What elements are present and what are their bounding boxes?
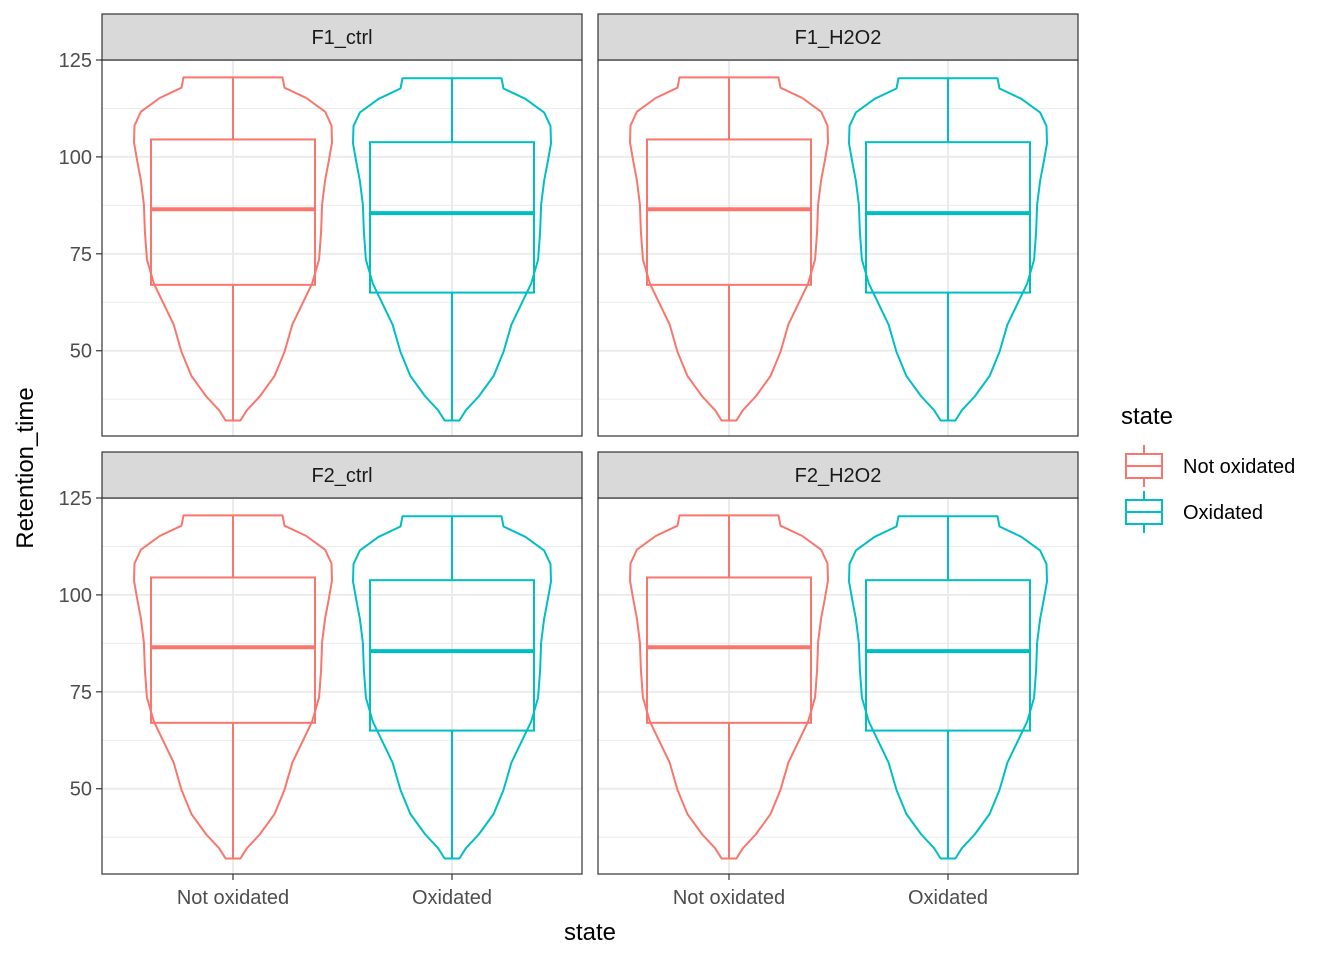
y-tick-label: 100 (59, 585, 92, 607)
box (150, 576, 316, 724)
legend-keys: Not oxidated Oxidated (1125, 445, 1295, 533)
violin-outline (848, 77, 1048, 422)
x-axis-title: state (564, 919, 616, 946)
x-tick-label: Oxidated (908, 887, 988, 909)
facet-panel: F2_H2O2 Not oxidated Oxidated (597, 451, 1079, 909)
facet-panel: F1_ctrl 50 75 100 125 (59, 13, 583, 437)
y-tick-label: 125 (59, 488, 92, 510)
violin-outline (848, 515, 1048, 860)
y-tick-label: 50 (70, 341, 92, 363)
legend-title: state (1121, 403, 1173, 430)
box (646, 576, 812, 724)
y-axis-title: Retention_time (12, 387, 39, 548)
violin-outline (133, 76, 333, 422)
legend-label: Not oxidated (1183, 456, 1295, 478)
panels-layer: F1_ctrl 50 75 100 125 F1_H2O2 F2_ctrl 50 75 100 12… (59, 13, 1079, 909)
strip-label: F1_ctrl (311, 27, 372, 49)
y-tick-label: 125 (59, 50, 92, 72)
strip-background (101, 13, 583, 61)
y-tick-label: 100 (59, 147, 92, 169)
strip-background (597, 451, 1079, 499)
box (646, 138, 812, 286)
strip-label: F2_H2O2 (795, 465, 882, 487)
plot-background (598, 498, 1078, 874)
x-tick-label: Oxidated (412, 887, 492, 909)
x-tick-label: Not oxidated (177, 887, 289, 909)
legend: state Not oxidated Oxidated (1121, 403, 1295, 533)
strip-label: F2_ctrl (311, 465, 372, 487)
box (150, 138, 316, 286)
facet-panel: F2_ctrl 50 75 100 125 Not oxidated Oxidated (59, 451, 583, 909)
box (865, 141, 1031, 294)
violin-outline (352, 77, 552, 422)
box (865, 579, 1031, 732)
legend-label: Oxidated (1183, 502, 1263, 524)
strip-background (101, 451, 583, 499)
violin-outline (352, 515, 552, 860)
violin-outline (629, 514, 829, 860)
violin-outline (133, 514, 333, 860)
box (369, 141, 535, 294)
y-tick-label: 50 (70, 779, 92, 801)
strip-background (597, 13, 1079, 61)
plot-background (598, 60, 1078, 436)
facet-panel: F1_H2O2 (597, 13, 1079, 437)
plot-background (102, 60, 582, 436)
y-tick-label: 75 (70, 244, 92, 266)
legend-key: Not oxidated (1125, 445, 1295, 487)
violin-outline (629, 76, 829, 422)
legend-key: Oxidated (1125, 491, 1263, 533)
strip-label: F1_H2O2 (795, 27, 882, 49)
y-tick-label: 75 (70, 682, 92, 704)
box (369, 579, 535, 732)
x-tick-label: Not oxidated (673, 887, 785, 909)
plot-background (102, 498, 582, 874)
